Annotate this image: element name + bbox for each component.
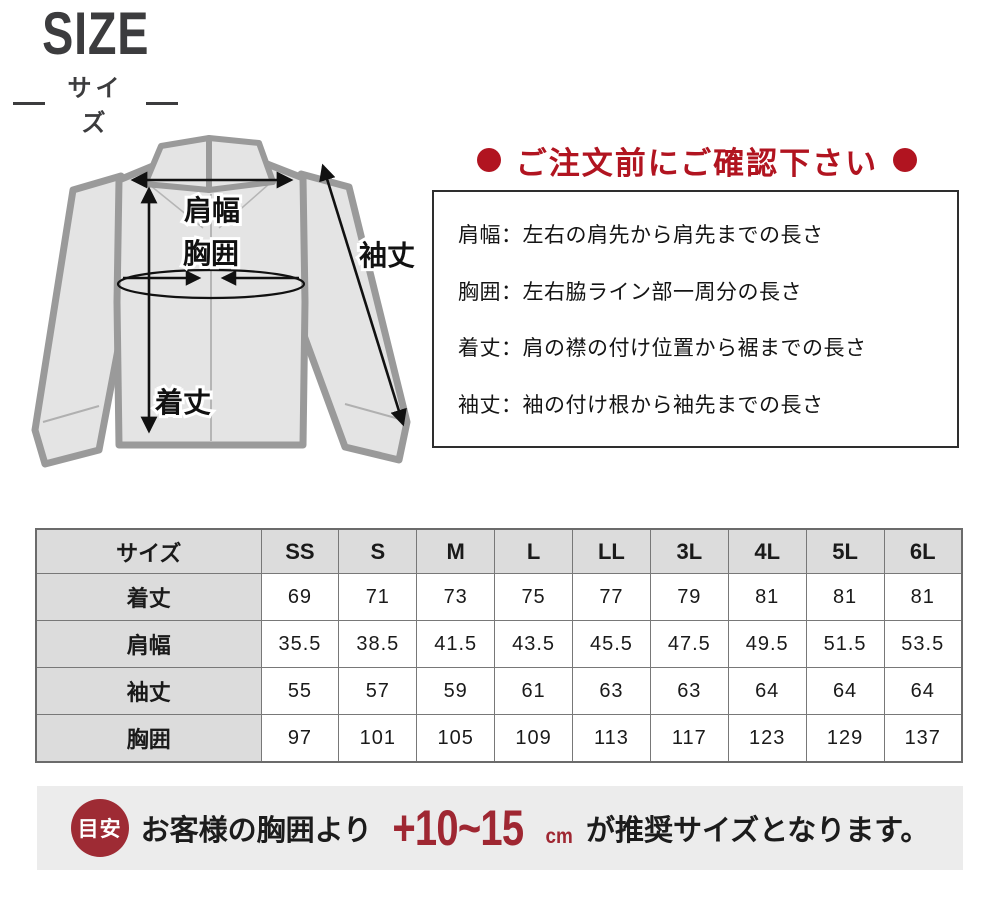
- left-cuff-line: [42, 405, 100, 423]
- page-subtitle: サイズ: [67, 75, 124, 137]
- recommendation-unit: cm: [545, 825, 573, 848]
- shoulder-width-label: 肩幅: [184, 194, 240, 226]
- table-row: 胸囲 97 101 105 109 113 117 123 129 137: [35, 714, 963, 763]
- definition-shoulder: 肩幅：左右の肩先から肩先までの長さ: [458, 224, 824, 248]
- size-row-label: 着丈: [35, 573, 262, 621]
- size-column-header: M: [416, 528, 496, 574]
- collar-left-wing: [142, 135, 212, 193]
- chest-label: 胸囲: [183, 238, 239, 269]
- size-column-header: S: [338, 528, 418, 574]
- size-column-header: サイズ: [35, 528, 262, 574]
- size-cell: 45.5: [572, 620, 651, 668]
- size-cell: 101: [338, 714, 418, 763]
- size-cell: 129: [805, 714, 885, 763]
- size-cell: 71: [338, 573, 418, 621]
- page-title-block: SIZE サイズ: [13, 4, 178, 138]
- size-cell: 64: [883, 667, 963, 715]
- size-row-label: 袖丈: [35, 667, 262, 715]
- size-column-header: LL: [572, 528, 651, 574]
- measurement-definitions-box: 肩幅：左右の肩先から肩先までの長さ 胸囲：左右脇ライン部一周分の長さ 着丈：肩の…: [432, 190, 959, 448]
- size-cell: 81: [727, 573, 807, 621]
- subtitle-dash-right: [146, 101, 178, 105]
- size-cell: 47.5: [649, 620, 729, 668]
- recommendation-text-before: お客様の胸囲より: [140, 815, 373, 847]
- size-cell: 113: [572, 714, 651, 763]
- size-cell: 75: [494, 573, 573, 621]
- page-subtitle-row: サイズ: [13, 68, 178, 138]
- jacket-measurement-diagram: 肩幅 胸囲 着丈 袖丈: [31, 135, 418, 468]
- sleeve-label: 袖丈: [359, 240, 415, 271]
- table-row: 袖丈 55 57 59 61 63 63 64 64 64: [35, 667, 963, 715]
- bullet-icon: [893, 148, 918, 172]
- size-column-header: 5L: [805, 528, 885, 574]
- size-row-label: 肩幅: [35, 620, 262, 668]
- size-cell: 137: [883, 714, 963, 763]
- table-row: 着丈 69 71 73 75 77 79 81 81 81: [35, 573, 963, 621]
- length-label: 着丈: [154, 386, 211, 418]
- size-cell: 43.5: [494, 620, 573, 668]
- size-cell: 77: [572, 573, 651, 621]
- size-cell: 64: [727, 667, 807, 715]
- size-column-header: L: [494, 528, 573, 574]
- size-cell: 63: [649, 667, 729, 715]
- size-cell: 105: [416, 714, 496, 763]
- size-cell: 51.5: [805, 620, 885, 668]
- table-header-row: サイズ SS S M L LL 3L 4L 5L 6L: [35, 528, 963, 574]
- definition-length: 着丈：肩の襟の付け位置から裾までの長さ: [458, 337, 867, 361]
- size-column-header: 6L: [883, 528, 963, 574]
- right-yoke-line: [218, 183, 270, 229]
- size-cell: 57: [338, 667, 418, 715]
- notice-heading: ご注文前にご確認下さい: [515, 145, 879, 181]
- subtitle-dash-left: [13, 101, 45, 105]
- size-cell: 63: [572, 667, 651, 715]
- bullet-icon: [476, 148, 501, 172]
- size-cell: 97: [260, 714, 340, 763]
- size-cell: 81: [805, 573, 885, 621]
- size-cell: 117: [649, 714, 729, 763]
- notice-heading-row: ご注文前にご確認下さい: [432, 137, 962, 183]
- size-cell: 49.5: [727, 620, 807, 668]
- size-cell: 123: [727, 714, 807, 763]
- size-cell: 69: [260, 573, 340, 621]
- size-cell: 64: [805, 667, 885, 715]
- table-row: 肩幅 35.5 38.5 41.5 43.5 45.5 47.5 49.5 51…: [35, 620, 963, 668]
- size-column-header: 3L: [649, 528, 729, 574]
- size-column-header: SS: [260, 528, 340, 574]
- collar-right-wing: [206, 135, 276, 193]
- recommendation-banner: 目安 お客様の胸囲より +10~15 cm が推奨サイズとなります。: [37, 786, 963, 870]
- definition-sleeve: 袖丈：袖の付け根から袖先までの長さ: [458, 393, 824, 417]
- size-cell: 59: [416, 667, 496, 715]
- chest-ellipse: [116, 268, 306, 300]
- guide-badge: 目安: [70, 799, 129, 857]
- size-cell: 53.5: [883, 620, 963, 668]
- size-cell: 55: [260, 667, 340, 715]
- recommendation-highlight: +10~15: [392, 800, 524, 856]
- size-table: サイズ SS S M L LL 3L 4L 5L 6L 着丈 69 71 73 …: [35, 528, 963, 763]
- size-cell: 109: [494, 714, 573, 763]
- size-row-label: 胸囲: [35, 714, 262, 763]
- sleeve-length-arrow: [319, 163, 407, 427]
- size-column-header: 4L: [727, 528, 807, 574]
- size-cell: 38.5: [338, 620, 418, 668]
- size-cell: 41.5: [416, 620, 496, 668]
- recommendation-text-after: が推奨サイズとなります。: [586, 815, 930, 847]
- size-cell: 35.5: [260, 620, 340, 668]
- definition-chest: 胸囲：左右脇ライン部一周分の長さ: [458, 280, 802, 304]
- page-title: SIZE: [41, 0, 150, 67]
- size-cell: 81: [883, 573, 963, 621]
- size-cell: 73: [416, 573, 496, 621]
- size-cell: 61: [494, 667, 573, 715]
- left-yoke-line: [150, 185, 204, 229]
- size-cell: 79: [649, 573, 729, 621]
